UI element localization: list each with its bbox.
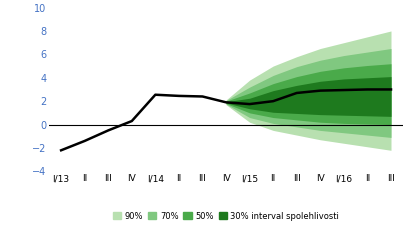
Legend: 90%, 70%, 50%, 30% interval spolehlivosti: 90%, 70%, 50%, 30% interval spolehlivost…	[113, 212, 339, 220]
